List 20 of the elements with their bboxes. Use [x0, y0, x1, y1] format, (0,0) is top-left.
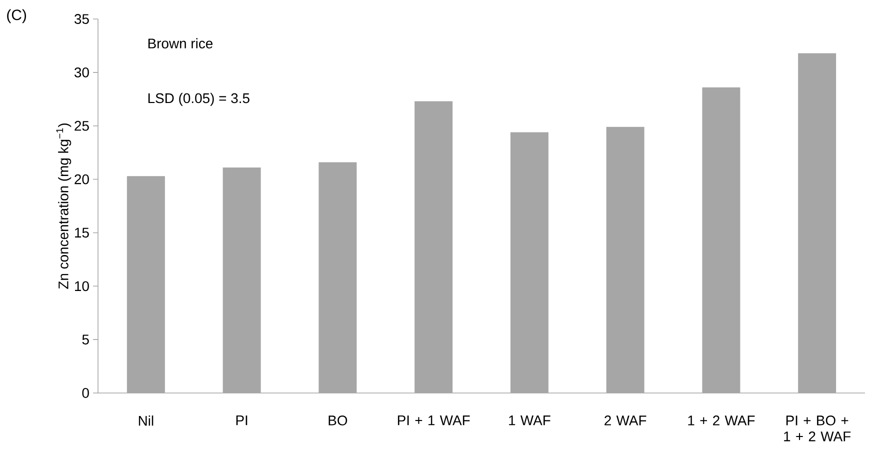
- y-tick-label: 10: [75, 281, 89, 292]
- y-tick-label: 15: [75, 228, 89, 238]
- x-tick-label: PI + BO + 1 + 2 WAF: [784, 416, 851, 442]
- x-tick-label: 1 WAF: [509, 416, 550, 426]
- x-tick-label: BO: [328, 416, 348, 426]
- y-tick-label: 30: [74, 67, 89, 78]
- y-tick-label: 25: [74, 120, 89, 131]
- x-tick-label: 1 + 2 WAF: [688, 416, 755, 426]
- y-tick-label: 0: [82, 388, 89, 398]
- x-tick-label: 2 WAF: [604, 416, 646, 426]
- x-tick-label: PI + 1 WAF: [398, 416, 470, 426]
- annotation: LSD (0.05) = 3.5: [148, 92, 250, 106]
- x-tick-label: Nil: [138, 416, 154, 426]
- x-tick-label: PI: [236, 416, 248, 426]
- y-tick-label: 35: [74, 14, 89, 24]
- text: (C): [7, 9, 26, 24]
- y-tick-label: 20: [74, 174, 89, 184]
- annotation: Brown rice: [148, 38, 213, 48]
- y-axis-title: Zn concentration (mg kg$^{−1}$): [56, 124, 72, 289]
- y-tick-label: 5: [82, 334, 89, 344]
